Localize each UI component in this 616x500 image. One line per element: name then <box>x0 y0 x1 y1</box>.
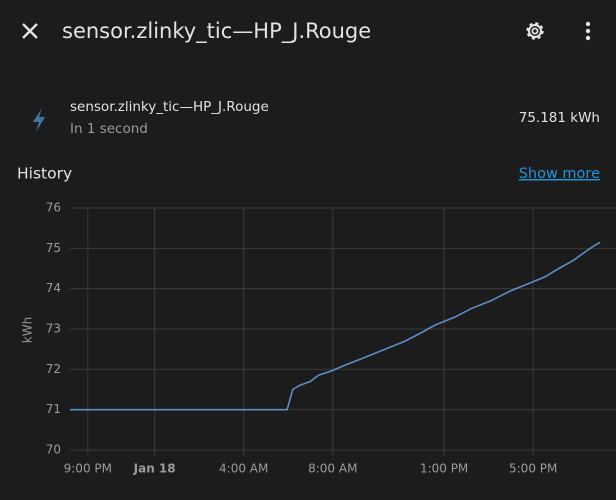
close-button[interactable] <box>22 23 38 39</box>
entity-icon <box>33 108 45 132</box>
entity-secondary: In 1 second <box>70 121 148 137</box>
history-title: History <box>17 165 72 183</box>
show-more-link[interactable]: Show more <box>519 166 600 182</box>
y-tick-label: 76 <box>46 201 61 215</box>
x-tick-label: 4:00 AM <box>219 462 268 476</box>
settings-button[interactable] <box>526 22 544 40</box>
x-tick-label: 1:00 PM <box>420 462 468 476</box>
x-tick-label: Jan 18 <box>133 462 176 476</box>
y-axis-label: kWh <box>21 317 35 343</box>
y-tick-label: 70 <box>46 443 61 457</box>
dialog-title: sensor.zlinky_tic—HP_J.Rouge <box>62 19 371 44</box>
entity-state: 75.181 kWh <box>519 110 600 126</box>
y-tick-label: 71 <box>46 402 61 416</box>
x-tick-label: 5:00 PM <box>509 462 557 476</box>
y-tick-label: 74 <box>46 281 61 295</box>
entity-name: sensor.zlinky_tic—HP_J.Rouge <box>70 99 269 115</box>
history-line <box>70 241 601 411</box>
x-tick-label: 8:00 AM <box>308 462 357 476</box>
y-tick-label: 73 <box>46 322 61 336</box>
y-tick-label: 72 <box>46 362 61 376</box>
y-tick-label: 75 <box>46 241 61 255</box>
x-tick-label: 9:00 PM <box>64 462 112 476</box>
menu-button[interactable] <box>585 21 591 41</box>
